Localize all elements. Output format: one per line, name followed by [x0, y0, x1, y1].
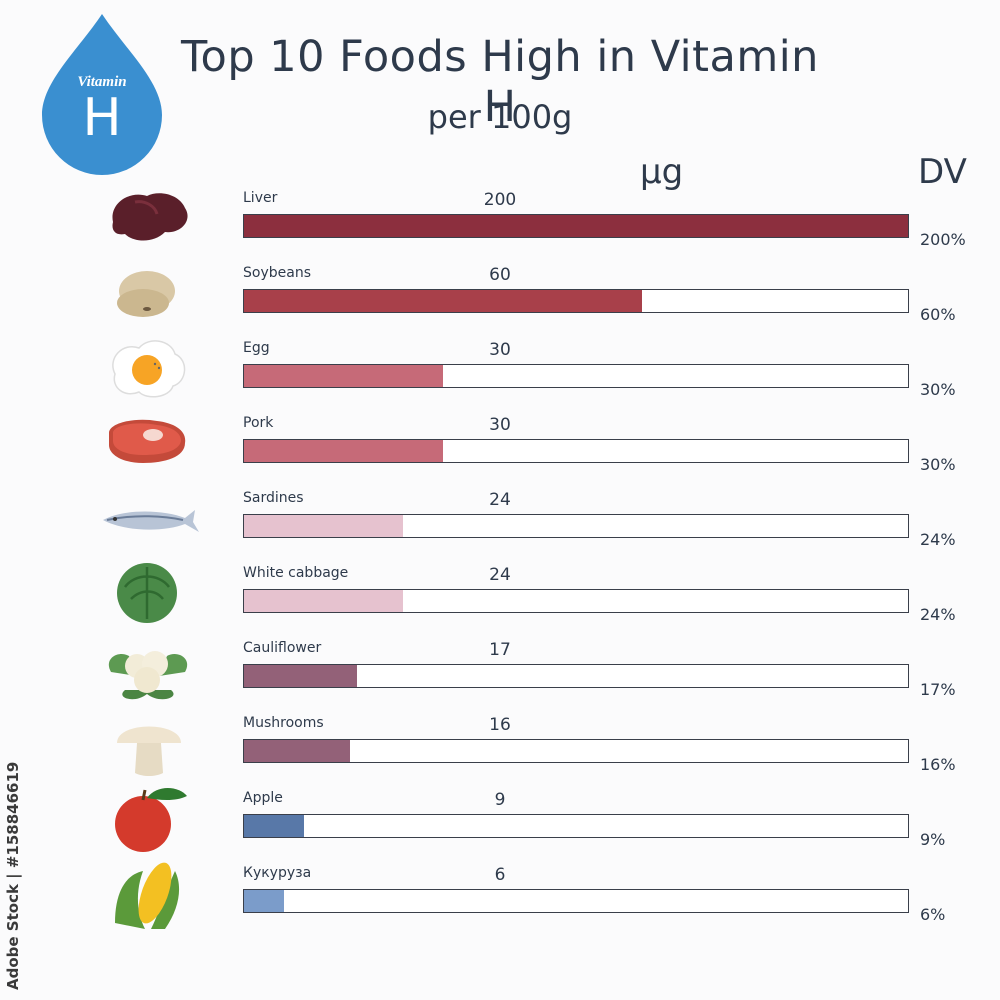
- bar-row: Apple 9 9%: [0, 788, 1000, 865]
- water-drop-icon: [42, 14, 162, 175]
- category-label: Egg: [243, 340, 270, 356]
- bar-row: Cauliflower 17 17%: [0, 640, 1000, 715]
- bar-row: Egg 30 30%: [0, 340, 1000, 415]
- bar: [244, 515, 404, 537]
- corn-icon: [95, 853, 205, 933]
- dv-label: DV: [918, 152, 967, 192]
- bar-row: Mushrooms 16 16%: [0, 715, 1000, 790]
- value-label: 16: [489, 715, 511, 735]
- bar-track: [243, 514, 909, 538]
- vitamin-h-badge: Vitamin H: [38, 10, 166, 175]
- dv-percent-label: 6%: [920, 905, 946, 924]
- chart-title: Top 10 Foods High in Vitamin H: [181, 32, 819, 132]
- bar-row: White cabbage 24 24%: [0, 563, 1000, 640]
- cauliflower-icon: [95, 628, 205, 708]
- bar: [244, 290, 643, 312]
- dv-percent-label: 60%: [920, 305, 956, 324]
- dv-percent-label: 9%: [920, 830, 946, 849]
- dv-percent-label: 30%: [920, 455, 956, 474]
- bar: [244, 440, 444, 462]
- bar-track: [243, 739, 909, 763]
- dv-percent-label: 24%: [920, 605, 956, 624]
- bar: [244, 665, 357, 687]
- value-label: 24: [489, 490, 511, 510]
- value-label: 9: [494, 790, 506, 810]
- apple-icon: [95, 778, 205, 858]
- bar-track: [243, 664, 909, 688]
- bar: [244, 815, 304, 837]
- cabbage-icon: [95, 553, 205, 633]
- value-label: 24: [489, 565, 511, 585]
- bar: [244, 590, 404, 612]
- value-label: 6: [494, 865, 506, 885]
- sardine-icon: [95, 478, 205, 558]
- bar-row: Pork 30 30%: [0, 415, 1000, 490]
- bar-track: [243, 214, 909, 238]
- bar-track: [243, 289, 909, 313]
- bar-row: Sardines 24 24%: [0, 490, 1000, 565]
- soybeans-icon: [95, 253, 205, 333]
- bar-track: [243, 889, 909, 913]
- value-label: 30: [489, 340, 511, 360]
- category-label: Pork: [243, 415, 274, 431]
- bar-row: Liver 200 200%: [0, 190, 1000, 265]
- unit-label: µg: [640, 152, 684, 192]
- bar: [244, 740, 351, 762]
- bar-row: Soybeans 60 60%: [0, 265, 1000, 340]
- bar: [244, 365, 444, 387]
- category-label: Liver: [243, 190, 278, 206]
- bar-track: [243, 364, 909, 388]
- dv-percent-label: 24%: [920, 530, 956, 549]
- dv-percent-label: 200%: [920, 230, 966, 249]
- value-label: 30: [489, 415, 511, 435]
- bar: [244, 215, 908, 237]
- chart-subtitle: per 100g: [427, 98, 573, 136]
- category-label: Mushrooms: [243, 715, 324, 731]
- bar-track: [243, 589, 909, 613]
- bar-track: [243, 439, 909, 463]
- dv-percent-label: 17%: [920, 680, 956, 699]
- stock-credit: Adobe Stock | #158846619: [4, 761, 22, 990]
- mushroom-icon: [95, 703, 205, 783]
- category-label: Apple: [243, 790, 283, 806]
- egg-icon: [95, 328, 205, 408]
- category-label: Кукуруза: [243, 865, 312, 881]
- badge-word: Vitamin: [77, 74, 127, 90]
- category-label: Soybeans: [243, 265, 311, 281]
- dv-percent-label: 30%: [920, 380, 956, 399]
- value-label: 17: [489, 640, 511, 660]
- liver-icon: [95, 178, 205, 258]
- category-label: White cabbage: [243, 565, 349, 581]
- dv-percent-label: 16%: [920, 755, 956, 774]
- pork-icon: [95, 403, 205, 483]
- category-label: Cauliflower: [243, 640, 322, 656]
- value-label: 200: [483, 190, 517, 210]
- value-label: 60: [489, 265, 511, 285]
- bar-row: Кукуруза 6 6%: [0, 862, 1000, 940]
- bar: [244, 890, 284, 912]
- bar-track: [243, 814, 909, 838]
- category-label: Sardines: [243, 490, 304, 506]
- badge-letter: H: [82, 88, 122, 148]
